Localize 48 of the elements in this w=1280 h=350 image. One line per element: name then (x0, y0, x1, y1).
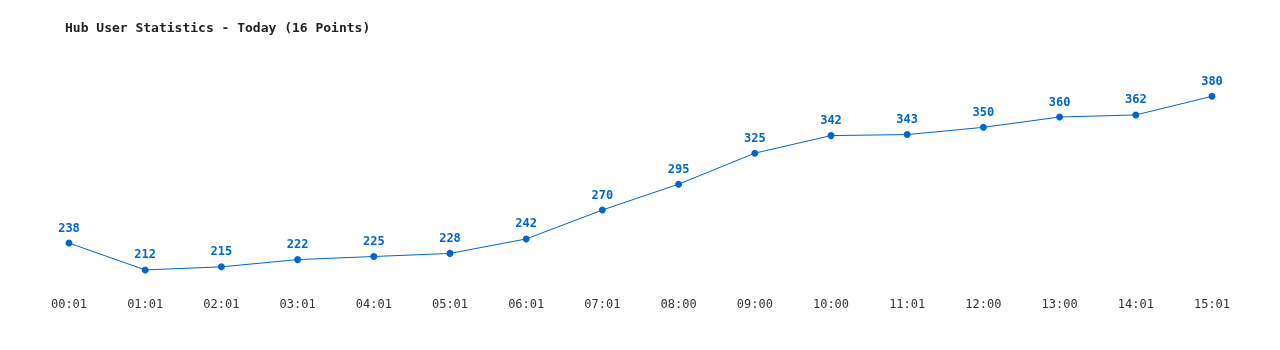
data-label: 225 (362, 234, 385, 248)
point (979, 123, 987, 131)
chart-title: Hub User Statistics - Today (16 Points) (65, 20, 371, 35)
data-label: 325 (743, 130, 766, 145)
x-tick-label: 01:01 (127, 297, 164, 311)
point (446, 249, 454, 257)
point (1056, 113, 1064, 121)
point (522, 235, 530, 243)
data-label: 270 (591, 187, 614, 202)
x-tick-label: 00:01 (50, 297, 88, 311)
point (903, 131, 911, 139)
point (675, 180, 683, 188)
point (751, 149, 759, 157)
x-tick-label: 13:00 (1041, 297, 1078, 311)
point (141, 266, 149, 274)
data-label: 238 (58, 220, 80, 235)
x-tick-label: 03:01 (279, 297, 316, 311)
data-label: 228 (439, 230, 461, 245)
x-tick-label: 09:00 (736, 297, 773, 311)
x-tick-label: 11:01 (889, 297, 926, 311)
data-label: 342 (820, 113, 842, 128)
x-tick-label: 02:01 (203, 297, 240, 311)
data-label: 380 (1201, 73, 1223, 88)
data-label: 362 (1124, 92, 1147, 107)
data-label: 343 (896, 112, 919, 127)
x-tick-label: 04:01 (355, 297, 392, 311)
data-label: 215 (210, 244, 233, 259)
x-tick-label: 07:01 (584, 297, 621, 311)
x-tick-label: 08:00 (660, 297, 697, 311)
x-tick-label: 06:01 (508, 297, 545, 311)
x-tick-label: 05:01 (431, 297, 469, 311)
x-tick-label: 14:01 (1117, 297, 1154, 311)
data-label: 222 (286, 237, 309, 252)
point (1132, 111, 1140, 119)
data-label: 212 (134, 247, 157, 262)
data-label: 360 (1048, 94, 1071, 109)
x-tick-label: 10:00 (812, 297, 850, 311)
x-tick-label: 12:00 (965, 297, 1002, 311)
point (598, 206, 606, 214)
point (217, 263, 225, 271)
data-label: 350 (972, 104, 995, 119)
point (827, 132, 835, 140)
point (370, 253, 378, 260)
point (1208, 92, 1216, 100)
data-label: 242 (515, 216, 538, 231)
point (294, 256, 302, 264)
x-tick-label: 15:01 (1193, 297, 1231, 311)
data-label: 295 (667, 161, 690, 176)
